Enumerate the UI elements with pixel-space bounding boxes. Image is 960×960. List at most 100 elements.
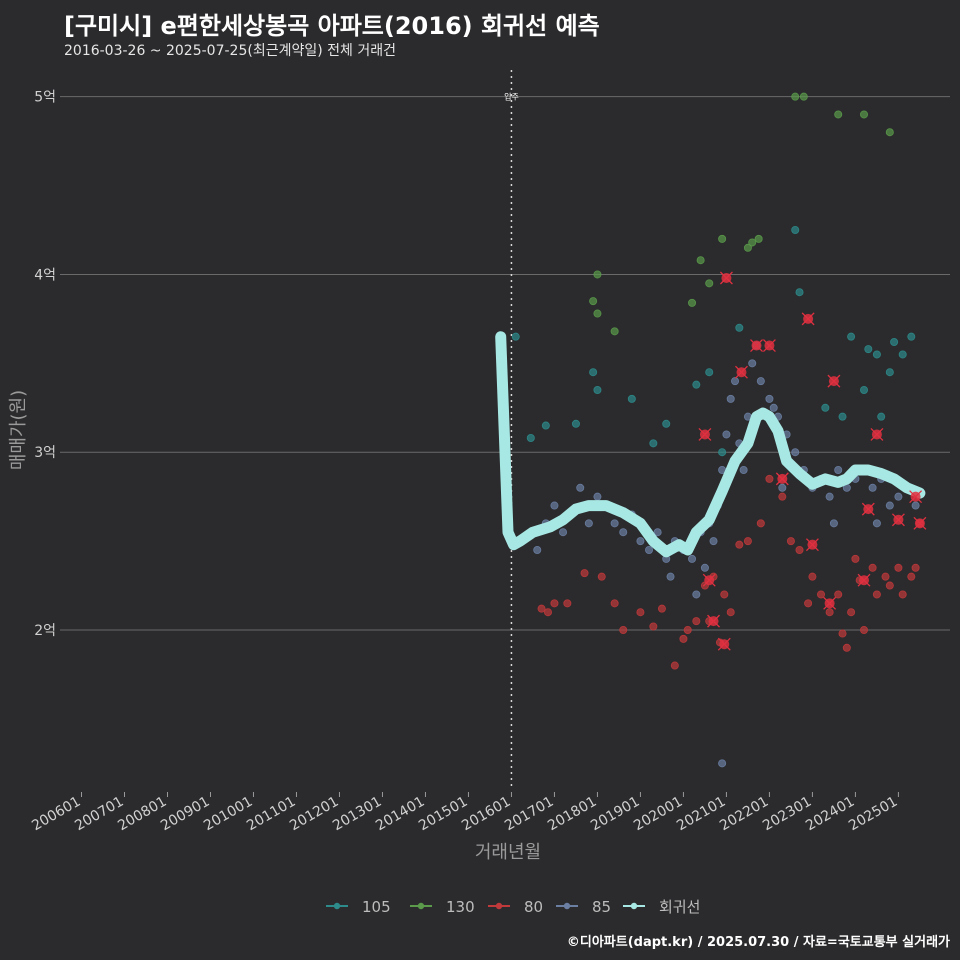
data-point-85 bbox=[872, 519, 881, 528]
highlight-marker bbox=[891, 513, 905, 527]
data-point-80 bbox=[649, 622, 658, 631]
data-point-85 bbox=[718, 759, 727, 768]
data-point-80 bbox=[808, 572, 817, 581]
highlight-marker bbox=[762, 339, 776, 353]
highlight-marker bbox=[707, 614, 720, 628]
x-tick-label: 202501 bbox=[846, 794, 900, 835]
data-point-105 bbox=[890, 337, 899, 346]
data-point-105 bbox=[795, 288, 804, 297]
data-point-85 bbox=[692, 590, 701, 599]
data-point-80 bbox=[847, 608, 856, 617]
data-point-130 bbox=[754, 234, 763, 243]
data-point-105 bbox=[705, 368, 714, 377]
highlight-marker bbox=[870, 427, 884, 441]
highlight-marker-cross bbox=[805, 538, 819, 552]
legend-label: 80 bbox=[524, 898, 543, 916]
data-point-130 bbox=[705, 279, 714, 288]
data-point-80 bbox=[817, 590, 826, 599]
highlight-marker-cross bbox=[719, 271, 733, 285]
data-point-80 bbox=[619, 626, 628, 635]
data-point-130 bbox=[610, 327, 619, 336]
data-point-80 bbox=[670, 661, 679, 670]
highlight-marker-cross bbox=[702, 573, 716, 587]
data-point-85 bbox=[765, 394, 774, 403]
data-point-130 bbox=[885, 128, 894, 137]
legend-item-85: 85 bbox=[556, 898, 611, 916]
data-point-130 bbox=[589, 297, 598, 306]
data-point-85 bbox=[834, 465, 843, 474]
data-point-80 bbox=[726, 608, 735, 617]
highlight-marker-cross bbox=[762, 339, 776, 353]
data-point-105 bbox=[593, 385, 602, 394]
data-point-85 bbox=[559, 528, 568, 537]
x-tick-label: 200801 bbox=[115, 794, 169, 835]
data-point-130 bbox=[743, 243, 752, 252]
x-tick-label: 201601 bbox=[459, 794, 513, 835]
data-point-85 bbox=[885, 501, 894, 510]
data-point-85 bbox=[593, 492, 602, 501]
data-point-85 bbox=[911, 501, 920, 510]
data-point-105 bbox=[627, 394, 636, 403]
highlight-marker bbox=[861, 502, 875, 516]
legend-item-80: 80 bbox=[488, 898, 543, 916]
x-tick-label: 201101 bbox=[244, 794, 298, 835]
data-point-105 bbox=[526, 433, 535, 442]
data-point-80 bbox=[580, 569, 589, 578]
highlight-marker-cross bbox=[775, 472, 789, 486]
data-point-105 bbox=[838, 412, 847, 421]
x-tick-label: 201401 bbox=[373, 794, 427, 835]
legend-label: 회귀선 bbox=[659, 898, 700, 916]
highlight-marker bbox=[909, 490, 923, 504]
data-point-85 bbox=[666, 572, 675, 581]
data-point-105 bbox=[898, 350, 907, 359]
highlight-marker-cross bbox=[698, 427, 712, 441]
data-point-105 bbox=[571, 419, 580, 428]
data-point-130 bbox=[718, 234, 727, 243]
data-point-80 bbox=[657, 604, 666, 613]
x-axis-label: 거래년월 bbox=[475, 842, 541, 863]
data-point-80 bbox=[838, 629, 847, 638]
data-point-130 bbox=[834, 110, 843, 119]
data-point-85 bbox=[645, 546, 654, 555]
highlight-marker-cross bbox=[909, 490, 923, 504]
highlight-marker bbox=[823, 596, 837, 610]
highlight-marker bbox=[750, 339, 763, 353]
x-tick-label: 201801 bbox=[545, 794, 599, 835]
data-point-85 bbox=[533, 546, 542, 555]
highlight-marker-cross bbox=[913, 516, 927, 530]
data-point-85 bbox=[791, 448, 800, 457]
data-point-85 bbox=[688, 554, 697, 563]
data-point-85 bbox=[748, 359, 757, 368]
data-point-85 bbox=[825, 492, 834, 501]
highlight-marker bbox=[805, 538, 819, 552]
data-point-85 bbox=[610, 519, 619, 528]
highlight-marker bbox=[698, 427, 712, 441]
legend-swatch-dot bbox=[563, 902, 571, 910]
data-point-130 bbox=[696, 256, 705, 265]
x-tick-label: 201301 bbox=[330, 794, 384, 835]
data-point-105 bbox=[541, 421, 550, 430]
highlight-marker-layer bbox=[698, 271, 927, 651]
highlight-marker-cross bbox=[750, 339, 763, 353]
data-point-105 bbox=[649, 439, 658, 448]
highlight-marker bbox=[702, 573, 716, 587]
y-tick-label: 4억 bbox=[34, 267, 56, 283]
highlight-marker-cross bbox=[735, 365, 748, 379]
data-point-80 bbox=[907, 572, 916, 581]
data-point-105 bbox=[735, 323, 744, 332]
data-point-80 bbox=[898, 590, 907, 599]
data-point-85 bbox=[894, 492, 903, 501]
data-point-80 bbox=[597, 572, 606, 581]
x-tick-label: 200901 bbox=[158, 794, 212, 835]
data-point-85 bbox=[653, 528, 662, 537]
legend-swatch-dot bbox=[417, 902, 425, 910]
data-point-80 bbox=[881, 572, 890, 581]
data-point-80 bbox=[543, 608, 552, 617]
legend-swatch-dot bbox=[630, 902, 638, 910]
data-point-105 bbox=[885, 368, 894, 377]
highlight-marker bbox=[719, 271, 733, 285]
data-point-80 bbox=[692, 617, 701, 626]
data-point-85 bbox=[576, 483, 585, 492]
data-point-80 bbox=[563, 599, 572, 608]
data-point-85 bbox=[778, 483, 787, 492]
